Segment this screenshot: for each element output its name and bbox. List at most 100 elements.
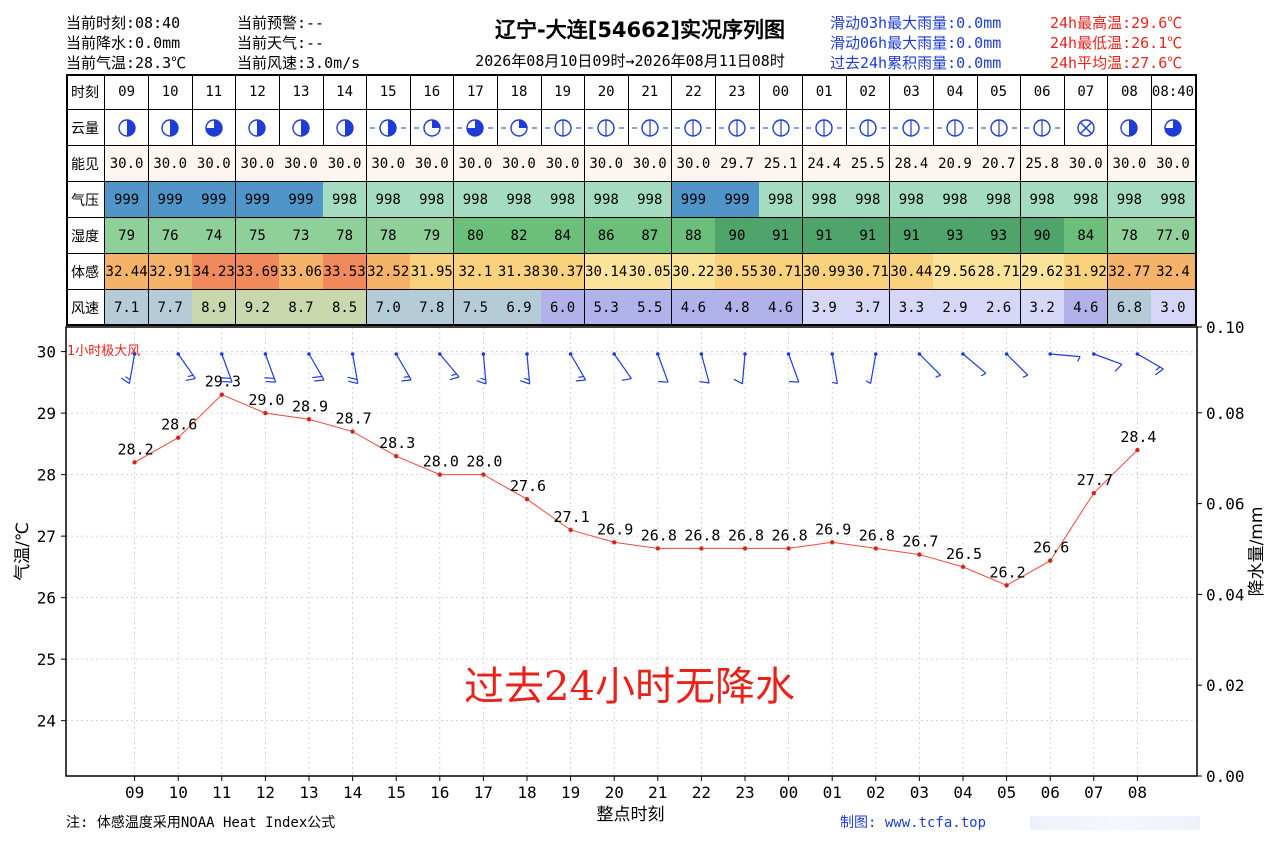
temperature-value-label: 26.8 bbox=[641, 526, 677, 544]
feel-cell: 32.77 bbox=[1107, 254, 1152, 290]
pres-cell: 998 bbox=[1107, 182, 1152, 218]
pres-cell: 999 bbox=[192, 182, 237, 218]
x-tick-label: 02 bbox=[866, 783, 885, 802]
temperature-value-label: 26.9 bbox=[597, 520, 633, 538]
time-cell: 08 bbox=[1107, 74, 1152, 110]
cloud-cover-icon bbox=[105, 110, 150, 146]
cloud-cover-icon bbox=[715, 110, 760, 146]
wind-barb bbox=[568, 352, 587, 382]
cloud-cover-icon bbox=[366, 110, 411, 146]
wind-barb bbox=[176, 352, 196, 382]
cloud-cover-icon bbox=[977, 110, 1022, 146]
vis-cell: 30.0 bbox=[497, 146, 542, 182]
x-tick-label: 21 bbox=[648, 783, 667, 802]
temperature-value-label: 27.1 bbox=[554, 508, 590, 526]
cloud-cover-icon bbox=[759, 110, 804, 146]
pres-cell: 998 bbox=[759, 182, 804, 218]
feel-cell: 31.92 bbox=[1064, 254, 1109, 290]
time-cell: 13 bbox=[279, 74, 324, 110]
footnote: 注: 体感温度采用NOAA Heat Index公式 bbox=[66, 815, 336, 831]
x-tick-label: 05 bbox=[997, 783, 1016, 802]
current-weather: 当前天气:-- bbox=[237, 34, 325, 52]
wind-cell: 7.5 bbox=[453, 290, 498, 326]
feel-cell: 32.4 bbox=[1151, 254, 1196, 290]
time-cell: 07 bbox=[1064, 74, 1109, 110]
pres-cell: 998 bbox=[1151, 182, 1196, 218]
wind-cell: 5.3 bbox=[584, 290, 629, 326]
vis-cell: 30.0 bbox=[584, 146, 629, 182]
temperature-point bbox=[176, 435, 181, 440]
feel-cell: 30.71 bbox=[846, 254, 891, 290]
x-tick-label: 20 bbox=[605, 783, 624, 802]
wind-barb bbox=[733, 352, 747, 385]
pres-cell: 999 bbox=[105, 182, 150, 218]
x-tick-label: 06 bbox=[1041, 783, 1060, 802]
current-precip: 当前降水:0.0mm bbox=[66, 34, 181, 52]
vis-cell: 30.0 bbox=[279, 146, 324, 182]
temperature-point bbox=[394, 453, 399, 459]
y2-tick-label: 0.04 bbox=[1206, 585, 1245, 604]
wind-cell: 3.7 bbox=[846, 290, 891, 326]
rain-24h-total: 过去24h累积雨量:0.0mm bbox=[830, 54, 1002, 72]
temperature-point bbox=[1091, 490, 1097, 496]
hum-cell: 82 bbox=[497, 218, 542, 254]
hum-cell: 91 bbox=[759, 218, 804, 254]
vis-cell: 25.5 bbox=[846, 146, 891, 182]
y-tick-label: 24 bbox=[37, 712, 56, 731]
time-cell: 23 bbox=[715, 74, 760, 110]
credit-link[interactable]: 制图: www.tcfa.top bbox=[840, 815, 987, 831]
cloud-cover-icon bbox=[671, 110, 716, 146]
wind-barb bbox=[1004, 352, 1029, 378]
wind-cell: 4.6 bbox=[759, 290, 804, 326]
cloud-cover-icon bbox=[323, 110, 368, 146]
hum-cell: 78 bbox=[1107, 218, 1152, 254]
y-axis-label: 气温/℃ bbox=[13, 522, 33, 581]
temperature-value-label: 26.6 bbox=[1033, 539, 1069, 557]
y-tick-label: 29 bbox=[37, 404, 56, 423]
wind-cell: 7.0 bbox=[366, 290, 411, 326]
x-tick-label: 00 bbox=[779, 783, 798, 802]
y-tick-label: 27 bbox=[37, 527, 56, 546]
feel-cell: 28.71 bbox=[977, 254, 1022, 290]
wind-barb bbox=[917, 352, 942, 378]
time-cell: 17 bbox=[453, 74, 498, 110]
feel-cell: 33.06 bbox=[279, 254, 324, 290]
vis-cell: 30.0 bbox=[671, 146, 716, 182]
hum-cell: 79 bbox=[410, 218, 455, 254]
cloud-cover-icon bbox=[802, 110, 847, 146]
wind-barb bbox=[120, 352, 137, 385]
hum-cell: 77.0 bbox=[1151, 218, 1196, 254]
cloud-cover-icon bbox=[889, 110, 934, 146]
temp-24h-min: 24h最低温:26.1℃ bbox=[1050, 34, 1183, 52]
feel-cell: 30.22 bbox=[671, 254, 716, 290]
no-precip-annotation: 过去24小时无降水 bbox=[464, 664, 795, 710]
y2-tick-label: 0.08 bbox=[1206, 404, 1245, 423]
vis-cell: 24.4 bbox=[802, 146, 847, 182]
y2-tick-label: 0.10 bbox=[1206, 318, 1245, 337]
wind-gust-label: 1小时极大风 bbox=[67, 344, 140, 359]
pres-cell: 998 bbox=[323, 182, 368, 218]
x-tick-label: 23 bbox=[735, 783, 754, 802]
feel-cell: 30.05 bbox=[628, 254, 673, 290]
x-tick-label: 07 bbox=[1084, 783, 1103, 802]
temperature-point bbox=[612, 540, 617, 545]
vis-cell: 29.7 bbox=[715, 146, 760, 182]
vis-cell: 30.0 bbox=[105, 146, 150, 182]
x-tick-label: 12 bbox=[256, 783, 275, 802]
pres-cell: 998 bbox=[977, 182, 1022, 218]
pres-cell: 998 bbox=[541, 182, 586, 218]
x-tick-label: 19 bbox=[561, 783, 580, 802]
time-cell: 11 bbox=[192, 74, 237, 110]
pres-cell: 998 bbox=[802, 182, 847, 218]
y2-axis-label: 降水量/mm bbox=[1247, 507, 1267, 597]
hum-cell: 78 bbox=[366, 218, 411, 254]
y-tick-label: 30 bbox=[37, 343, 56, 362]
cloud-cover-icon bbox=[497, 110, 542, 146]
x-tick-label: 10 bbox=[169, 783, 188, 802]
x-tick-label: 08 bbox=[1128, 783, 1147, 802]
pres-cell: 998 bbox=[453, 182, 498, 218]
temp-24h-max: 24h最高温:29.6℃ bbox=[1050, 14, 1183, 32]
y-tick-label: 25 bbox=[37, 650, 56, 669]
time-cell: 01 bbox=[802, 74, 847, 110]
